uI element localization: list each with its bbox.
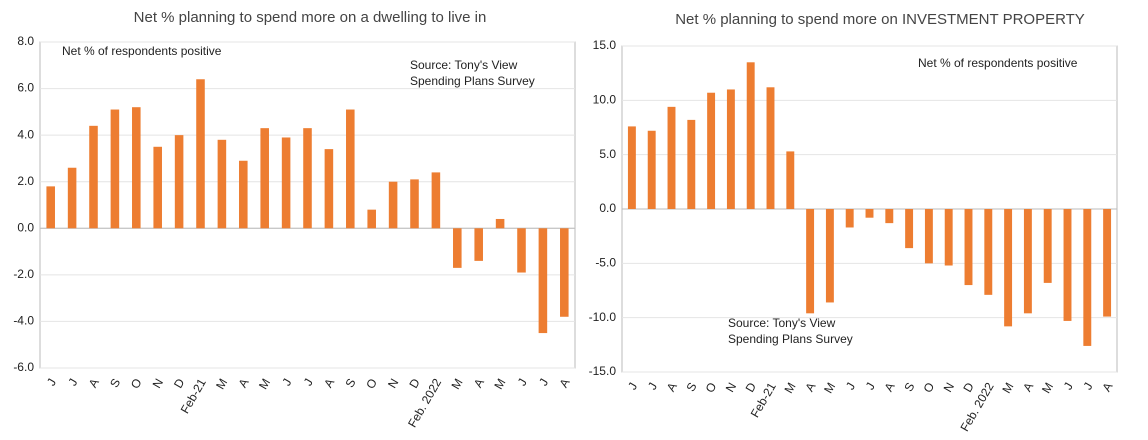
annotation: Source: Tony's View — [410, 58, 518, 72]
annotation: Source: Tony's View — [728, 316, 836, 330]
bar — [67, 167, 77, 229]
bar — [260, 128, 269, 229]
bar — [647, 130, 656, 209]
bar — [845, 209, 854, 228]
bar — [905, 209, 914, 249]
y-tick-label: 6.0 — [17, 81, 34, 95]
y-tick-label: 4.0 — [17, 127, 34, 141]
bar — [944, 209, 953, 266]
bar — [746, 62, 755, 209]
bar — [239, 160, 248, 229]
bar — [495, 218, 505, 229]
bar — [281, 137, 291, 229]
bar — [132, 107, 141, 229]
bar — [707, 92, 716, 209]
bar — [517, 228, 526, 273]
y-tick-label: -4.0 — [13, 314, 34, 328]
bar — [1103, 209, 1112, 317]
bar — [196, 79, 205, 229]
bar — [786, 151, 795, 209]
y-tick-label: 2.0 — [17, 174, 34, 188]
y-tick-label: -5.0 — [595, 256, 616, 270]
annotation: Spending Plans Survey — [410, 74, 535, 88]
y-tick-label: -15.0 — [589, 364, 617, 378]
bar — [303, 128, 312, 229]
bar — [217, 139, 227, 229]
annotation: Spending Plans Survey — [728, 332, 853, 346]
bar — [153, 146, 162, 229]
y-tick-label: -10.0 — [589, 310, 617, 324]
y-tick-label: 5.0 — [599, 147, 616, 161]
bar — [964, 209, 973, 286]
bar — [687, 119, 696, 209]
bar — [453, 228, 462, 268]
y-tick-label: -2.0 — [13, 267, 34, 281]
bar — [538, 228, 548, 334]
y-tick-label: -6.0 — [13, 360, 34, 374]
y-tick-label: 0.0 — [599, 201, 616, 215]
bar — [174, 135, 184, 229]
bar — [885, 209, 894, 224]
bar — [474, 228, 483, 261]
bar — [667, 106, 676, 209]
bar — [89, 125, 98, 229]
bar — [46, 186, 55, 229]
bar — [367, 209, 376, 229]
bar — [984, 209, 993, 295]
bar — [627, 126, 636, 209]
bar — [110, 109, 120, 229]
annotation: Net % of respondents positive — [918, 56, 1078, 70]
bar — [346, 109, 355, 229]
bar — [560, 228, 569, 317]
bar — [1083, 209, 1092, 346]
chart-title: Net % planning to spend more on a dwelli… — [134, 9, 487, 26]
bar — [1004, 209, 1013, 327]
y-tick-label: 8.0 — [17, 34, 34, 48]
bar — [1063, 209, 1072, 321]
bar — [324, 149, 334, 229]
y-tick-label: 0.0 — [17, 220, 34, 234]
bar — [726, 89, 735, 209]
chart-title: Net % planning to spend more on INVESTME… — [675, 11, 1085, 28]
y-tick-label: 10.0 — [593, 93, 617, 107]
bar — [806, 209, 815, 314]
bar — [388, 181, 398, 229]
y-tick-label: 15.0 — [593, 38, 617, 52]
annotation: Net % of respondents positive — [62, 44, 222, 58]
bar — [924, 209, 933, 264]
bar — [825, 209, 834, 303]
bar — [766, 87, 775, 209]
bar — [410, 179, 419, 229]
bar — [865, 209, 874, 218]
bar — [1043, 209, 1052, 283]
bar — [1023, 209, 1032, 314]
bar — [431, 172, 441, 229]
